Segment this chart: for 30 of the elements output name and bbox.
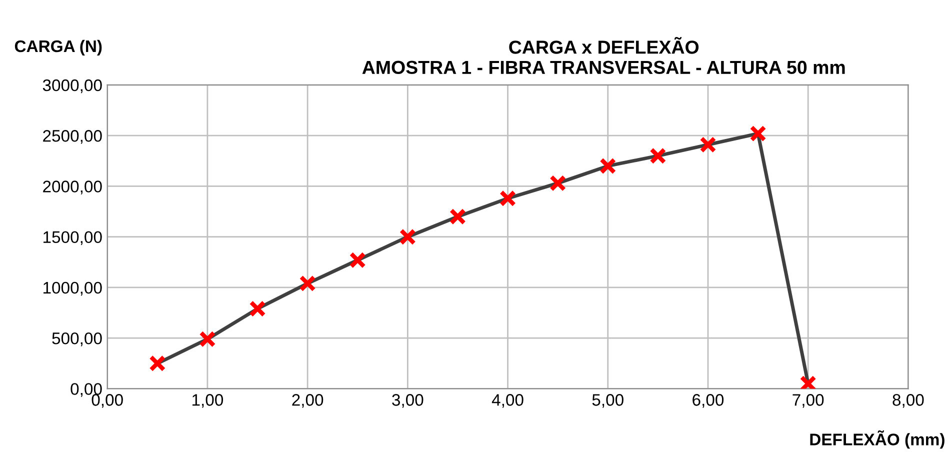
y-tick-label: 1000,00 <box>44 282 102 296</box>
x-tick-label: 4,00 <box>492 394 524 408</box>
x-axis-title: DEFLEXÃO (mm) <box>810 430 944 449</box>
y-tick-label: 2000,00 <box>43 180 102 194</box>
point <box>650 148 666 164</box>
x-tick-label: 8,00 <box>892 394 924 408</box>
x-tick-label: 3,00 <box>392 394 424 408</box>
x-tick-label: 1,00 <box>192 394 224 408</box>
x-tick-label: 2,00 <box>292 394 324 408</box>
point <box>149 355 166 372</box>
y-tick-label: 2500,00 <box>43 130 102 144</box>
y-tick-label: 3000,00 <box>42 79 102 94</box>
y-axis-title: CARGA (N) <box>14 40 102 56</box>
point <box>549 174 566 192</box>
y-tick-label: 500,00 <box>52 332 102 346</box>
point <box>449 208 466 225</box>
point <box>349 252 366 268</box>
point <box>199 330 216 348</box>
x-tick-label: 6,00 <box>692 394 724 408</box>
point <box>499 190 516 207</box>
x-tick-label: 7,00 <box>792 394 824 408</box>
point <box>399 228 416 246</box>
point <box>700 136 716 154</box>
x-tick-label: 5,00 <box>592 394 624 408</box>
point <box>299 275 316 292</box>
point <box>249 300 266 318</box>
point <box>750 125 766 142</box>
y-tick-label: 1500,00 <box>44 231 102 246</box>
chart-title: CARGA x DEFLEXÃO AMOSTRA 1 - FIBRA TRANSVERSAL - ALTURA 50 mm <box>362 36 845 74</box>
point <box>600 158 616 174</box>
